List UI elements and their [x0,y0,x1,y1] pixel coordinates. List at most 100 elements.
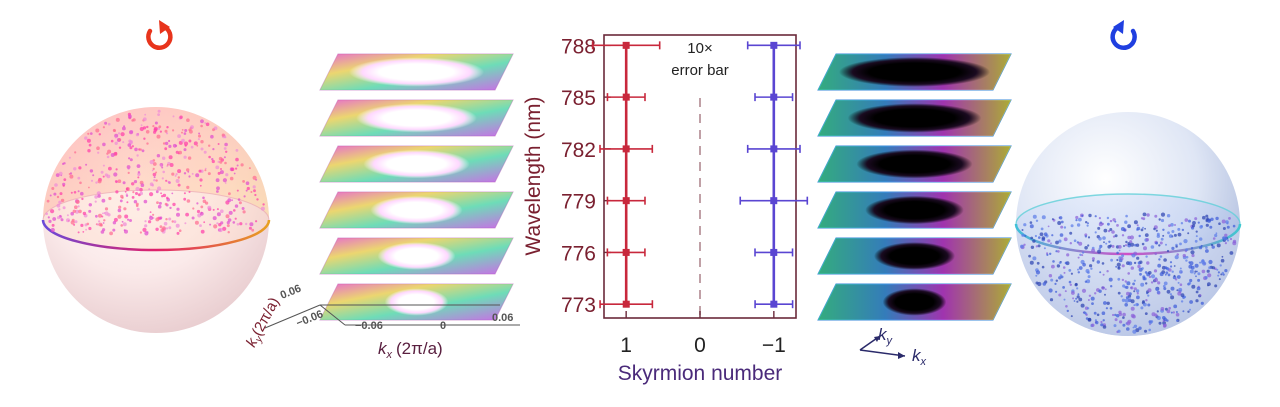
stokes-point [226,224,230,228]
stokes-point [148,188,151,191]
stokes-point [1196,270,1198,273]
stokes-point [1224,233,1228,237]
stokes-point [153,128,158,132]
stokes-point [1158,244,1161,247]
stokes-point [1047,239,1051,243]
stokes-point [1116,251,1119,255]
stokes-point [114,151,118,156]
stokes-point [1136,226,1141,231]
stokes-point [1188,219,1191,223]
stokes-point [107,149,112,154]
stokes-point [120,224,123,227]
stokes-point [204,122,207,124]
stokes-point [149,192,154,197]
stokes-point [1216,243,1221,248]
stokes-point [200,140,204,144]
stokes-point [190,125,194,129]
stokes-point [102,142,106,147]
stokes-point [77,231,80,234]
stokes-point [1060,220,1064,224]
stokes-point [202,196,205,200]
stokes-point [1165,307,1168,311]
stokes-point [164,141,169,146]
stokes-point [89,169,94,173]
stokes-point [1112,313,1115,317]
stokes-point [1094,292,1097,295]
stokes-point [1078,266,1083,270]
stokes-point [1056,264,1061,268]
stokes-point [1109,228,1113,231]
stokes-point [77,205,80,208]
stokes-point [225,214,230,219]
stokes-point [142,117,147,122]
stokes-point [174,174,177,177]
stokes-point [1205,246,1208,249]
stokes-point [1142,300,1145,303]
stokes-point [243,195,246,198]
stokes-point [165,179,168,182]
stokes-point [1092,259,1095,262]
stokes-point [1086,279,1091,284]
stokes-point [187,171,190,173]
stokes-point [97,194,101,198]
stokes-point [1023,223,1027,227]
annotation-line-1: 10× [687,40,712,57]
stokes-point [117,132,121,135]
stokes-point [124,229,128,234]
stokes-point [121,220,124,223]
stokes-point [168,181,171,184]
stokes-point [155,171,158,174]
stokes-point [127,114,132,119]
stokes-point [1191,224,1196,228]
stokes-point [1084,235,1088,238]
stokes-point [1021,233,1025,237]
stokes-point [1195,290,1199,294]
stokes-point [87,149,91,153]
stokes-point [1172,311,1176,314]
stokes-point [1221,255,1224,258]
stokes-point [1199,261,1202,264]
stokes-point [1163,281,1168,286]
stokes-point [233,172,236,175]
stokes-point [183,132,187,135]
stokes-point [176,231,180,235]
right-kx-label: kx [912,346,927,368]
stokes-point [86,138,91,143]
stokes-point [158,125,162,129]
stokes-point [1075,219,1078,222]
stokes-point [1087,271,1090,274]
stokes-point [1035,274,1038,277]
stokes-point [1098,222,1103,227]
stokes-point [1180,300,1184,303]
stokes-point [1144,271,1148,274]
stokes-point [1232,239,1237,244]
stokes-point [166,196,169,200]
stokes-point [62,206,66,210]
stokes-point [50,227,55,233]
stokes-point [1212,237,1216,240]
stokes-point [1132,329,1137,334]
stokes-point [50,209,55,214]
stokes-point [1069,283,1073,286]
stokes-point [1029,224,1034,229]
stokes-point [177,176,180,179]
stokes-point [1118,310,1122,314]
stokes-point [220,209,224,213]
stokes-point [157,186,162,191]
stokes-point [113,172,118,177]
stokes-point [101,198,106,203]
stokes-point [1127,319,1132,324]
stokes-point [225,150,228,153]
stokes-point [1087,222,1089,225]
stokes-point [1116,258,1119,262]
stokes-point [127,143,132,147]
kspace-map [817,99,1012,137]
stokes-point [220,168,222,170]
stokes-point [1140,217,1144,220]
stokes-point [208,155,211,159]
stokes-point [110,139,114,143]
stokes-point [1032,239,1036,243]
stokes-point [151,183,154,187]
stokes-point [1178,287,1183,292]
stokes-point [51,187,55,190]
